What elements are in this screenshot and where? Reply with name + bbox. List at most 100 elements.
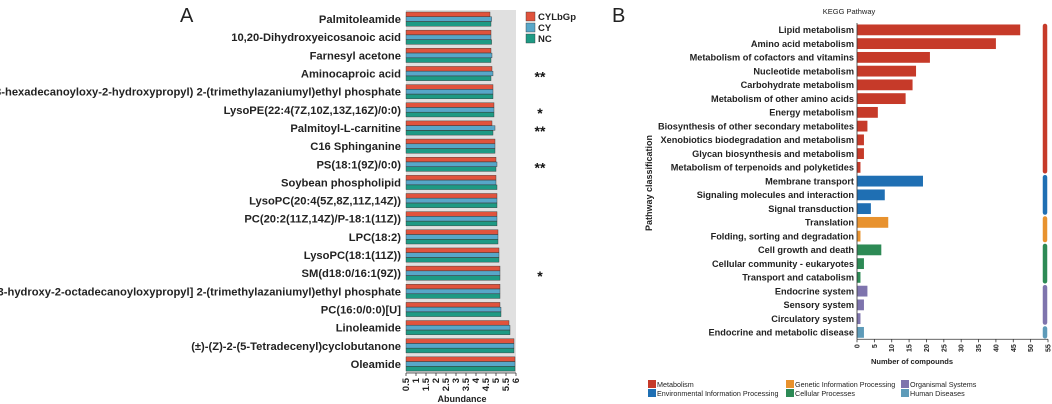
legend-swatch-cylbgp [525, 11, 536, 22]
pathway-label: Signal transduction [768, 204, 854, 214]
x-tick-label: 50 [1028, 344, 1035, 352]
bar-cylbgp-10 [405, 193, 498, 199]
x-tick-label: 4.5 [481, 377, 492, 391]
bar-cylbgp-0 [405, 11, 491, 17]
pathway-bar-0 [857, 24, 1021, 36]
legend-label: Organismal Systems [910, 380, 977, 389]
pathway-bar-8 [857, 134, 864, 146]
x-tick-label: 3 [451, 378, 462, 383]
pathway-bar-9 [857, 148, 864, 160]
panel-a-x-axis: 0.5 1 1.5 2 2.5 3 3.5 4 4.5 5 5.5 6 [401, 372, 522, 391]
bar-cy-19 [405, 361, 516, 367]
panel-label-b: B [612, 5, 625, 27]
bar-nc-19 [405, 366, 516, 372]
bar-cy-4 [405, 89, 494, 95]
bar-cy-10 [405, 198, 498, 204]
bar-cy-7 [405, 143, 496, 149]
bar-nc-13 [405, 257, 500, 263]
bar-cylbgp-6 [405, 120, 493, 126]
bar-cylbgp-14 [405, 265, 501, 271]
bar-cy-17 [405, 325, 511, 331]
panel-b-kegg-chart: B KEGG Pathway Pathway classification Li… [612, 5, 1052, 398]
pathway-label: Translation [805, 218, 854, 228]
legend-swatch-cy [525, 22, 536, 33]
legend-label: Metabolism [657, 380, 694, 389]
pathway-label: Transport and catabolism [742, 273, 854, 283]
category-label: PS(18:1(9Z)/0:0) [316, 159, 401, 171]
x-tick-label: 2 [431, 378, 442, 383]
x-tick-label: 40 [993, 344, 1000, 352]
bar-cy-12 [405, 234, 499, 240]
bar-cy-16 [405, 307, 502, 313]
legend-swatch-cellular [786, 389, 794, 397]
pathway-label: Biosynthesis of other secondary metaboli… [658, 121, 854, 131]
bar-nc-0 [405, 21, 492, 27]
pathway-bar-19 [857, 285, 868, 297]
legend-label: NC [538, 34, 552, 45]
significance-mark: ** [535, 69, 546, 85]
pathway-bar-20 [857, 299, 864, 311]
bar-cy-5 [405, 107, 495, 113]
pathway-label: Metabolism of terpenoids and polyketides [671, 163, 854, 173]
category-label: (±)-(Z)-2-(5-Tetradecenyl)cyclobutanone [191, 341, 401, 353]
panel-a-abundance-chart: A Palmitoleamide 10,20-Dihydroxyeicosanoi… [0, 5, 576, 404]
panel-b-bars [857, 24, 1021, 338]
category-label: Soybean phospholipid [281, 177, 401, 189]
bar-nc-6 [405, 130, 494, 136]
category-label: 10,20-Dihydroxyeicosanoic acid [231, 32, 401, 44]
bar-cylbgp-4 [405, 84, 494, 90]
pathway-bar-5 [857, 93, 906, 105]
x-tick-label: 4 [471, 377, 482, 383]
panel-b-x-axis-label: Number of compounds [871, 357, 953, 366]
panel-b-title: KEGG Pathway [823, 7, 876, 16]
bar-cylbgp-3 [405, 66, 493, 72]
panel-a-x-axis-label: Abundance [437, 394, 486, 404]
legend-swatch-nc [525, 33, 536, 44]
legend-swatch-human [901, 389, 909, 397]
bar-cy-9 [405, 179, 497, 185]
bar-cylbgp-15 [405, 284, 501, 290]
pathway-bar-13 [857, 203, 871, 215]
category-label: PC(16:0/0:0)[U] [321, 304, 401, 316]
x-tick-label: 0 [855, 344, 862, 348]
category-label: LysoPC(18:1(11Z)) [304, 250, 401, 262]
pathway-bar-17 [857, 258, 864, 270]
bar-nc-17 [405, 329, 511, 335]
x-tick-label: 15 [907, 344, 914, 352]
bar-nc-4 [405, 93, 494, 99]
pathway-bar-3 [857, 65, 917, 77]
bar-nc-16 [405, 311, 502, 317]
bar-cy-18 [405, 343, 515, 349]
pathway-label: Carbohydrate metabolism [741, 80, 854, 90]
bar-nc-14 [405, 275, 501, 281]
panel-b-category-labels: Lipid metabolism Amino acid metabolism Met… [658, 25, 854, 338]
panel-a-significance-marks: ******** [535, 69, 546, 285]
panel-b-legend: Metabolism Genetic Information Processing… [648, 380, 977, 398]
pathway-label: Endocrine and metabolic disease [708, 328, 854, 338]
pathway-label: Amino acid metabolism [751, 39, 854, 49]
bar-cylbgp-19 [405, 356, 516, 362]
category-label: PC(20:2(11Z,14Z)/P-18:1(11Z)) [244, 214, 401, 226]
pathway-bar-1 [857, 38, 996, 50]
bar-cylbgp-7 [405, 138, 496, 144]
pathway-bar-16 [857, 244, 882, 256]
bar-nc-9 [405, 184, 498, 190]
bar-cy-3 [405, 71, 494, 77]
bar-cy-13 [405, 252, 500, 258]
panel-b-x-axis: 0 5 10 15 20 25 30 35 40 45 50 55 [855, 23, 1052, 352]
pathway-label: Sensory system [784, 300, 854, 310]
x-tick-label: 45 [1011, 344, 1018, 352]
bar-nc-11 [405, 221, 498, 227]
bar-cy-15 [405, 288, 501, 294]
bar-nc-7 [405, 148, 496, 154]
pathway-label: Glycan biosynthesis and metabolism [692, 149, 854, 159]
pathway-bar-10 [857, 161, 861, 173]
bar-nc-10 [405, 202, 498, 208]
legend-label: Human Diseases [910, 389, 965, 398]
bar-nc-1 [405, 39, 492, 45]
category-label: C16 Sphinganine [310, 141, 401, 153]
pathway-bar-2 [857, 51, 930, 63]
x-tick-label: 5 [872, 344, 879, 348]
category-label: LysoPC(20:4(5Z,8Z,11Z,14Z)) [249, 196, 401, 208]
